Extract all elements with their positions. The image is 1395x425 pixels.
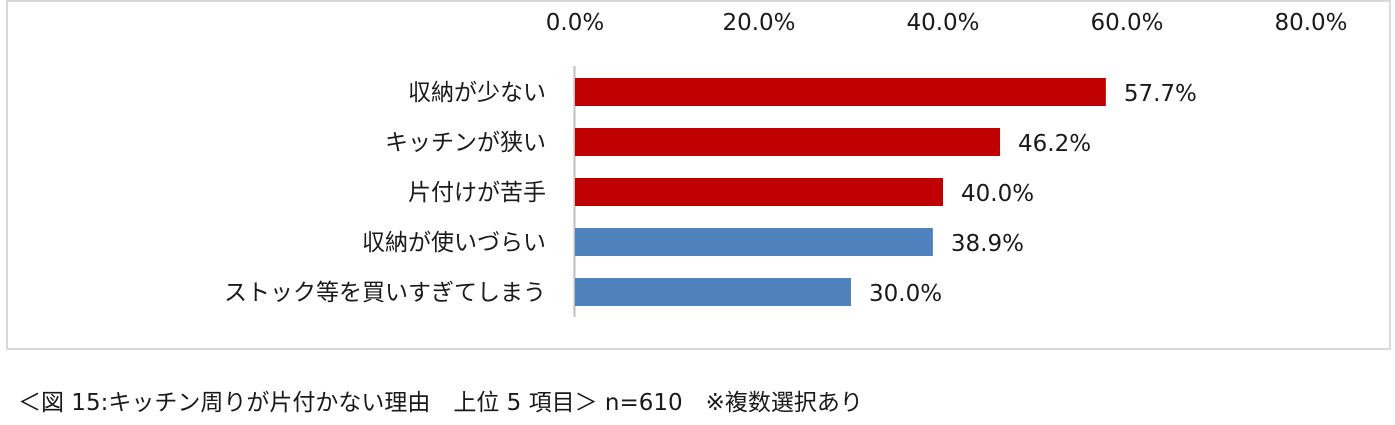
category-label: ストック等を買いすぎてしまう	[224, 280, 546, 306]
bars	[575, 78, 1106, 306]
category-labels: 収納が少ないキッチンが狭い片付けが苦手収納が使いづらいストック等を買いすぎてしま…	[224, 80, 546, 306]
x-axis-ticks: 0.0% 20.0% 40.0% 60.0% 80.0%	[546, 10, 1348, 36]
category-label: 収納が少ない	[408, 80, 546, 106]
x-tick-label: 0.0%	[546, 10, 604, 36]
bar	[575, 228, 933, 256]
data-label: 40.0%	[961, 181, 1034, 207]
x-tick-label: 80.0%	[1274, 10, 1347, 36]
data-label: 57.7%	[1124, 81, 1197, 107]
data-labels: 57.7% 46.2% 40.0% 38.9% 30.0%	[869, 81, 1197, 307]
bar	[575, 278, 851, 306]
x-tick-label: 40.0%	[906, 10, 979, 36]
x-tick-label: 20.0%	[722, 10, 795, 36]
category-label: 片付けが苦手	[408, 180, 546, 206]
x-tick-label: 60.0%	[1090, 10, 1163, 36]
data-label: 30.0%	[869, 281, 942, 307]
category-label: 収納が使いづらい	[362, 230, 546, 256]
bar	[575, 128, 1001, 156]
bar-chart: 0.0% 20.0% 40.0% 60.0% 80.0% 収納が少ないキッチンが狭い片付…	[224, 10, 1348, 317]
data-label: 38.9%	[951, 231, 1024, 257]
category-label: キッチンが狭い	[385, 130, 546, 156]
bar	[575, 178, 943, 206]
bar	[575, 78, 1106, 106]
data-label: 46.2%	[1018, 131, 1091, 157]
figure-caption: ＜図 15:キッチン周りが片付かない理由 上位 5 項目＞ n=610 ※複数選…	[18, 390, 863, 416]
